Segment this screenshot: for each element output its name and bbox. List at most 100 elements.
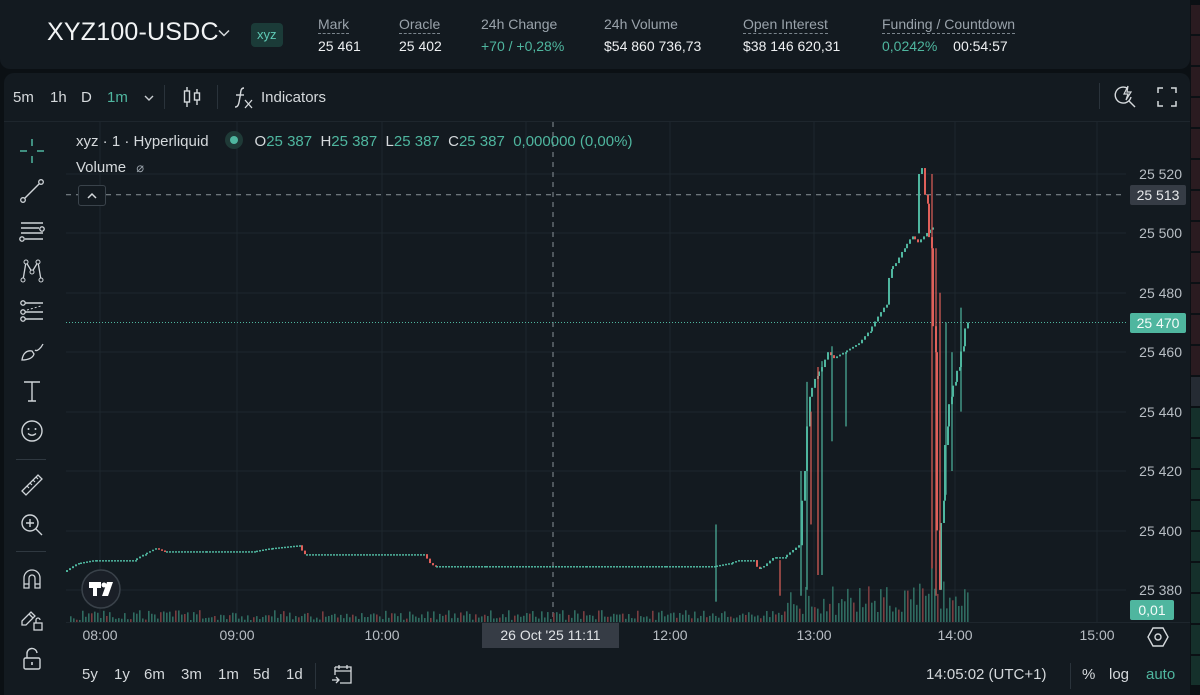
collapse-legend-button[interactable]: [78, 185, 106, 206]
funding-rate: 0,0242%: [882, 38, 938, 54]
chevron-down-icon[interactable]: [217, 26, 231, 40]
hidden-eye-icon[interactable]: ⌀: [136, 160, 145, 175]
emoji-tool[interactable]: [18, 417, 46, 445]
fullscreen-icon[interactable]: [1156, 86, 1178, 108]
y-tick: 25 440: [1139, 404, 1182, 420]
percent-scale-toggle[interactable]: %: [1082, 666, 1096, 683]
timeframe-1h[interactable]: 1h: [50, 89, 67, 106]
timeframe-d[interactable]: D: [81, 89, 92, 106]
function-fx-icon[interactable]: [232, 85, 254, 111]
range-1d[interactable]: 1d: [286, 666, 303, 683]
open-value: 25 387: [266, 133, 313, 150]
crosshair-time-tag: 26 Oct '25 11:11: [482, 623, 619, 648]
high-label: H: [320, 133, 332, 150]
timezone-clock[interactable]: 14:05:02 (UTC+1): [926, 666, 1047, 683]
chevron-up-icon: [87, 192, 97, 199]
low-label: L: [385, 133, 394, 150]
symbol-info: xyz · 1 · Hyperliquid: [76, 133, 209, 150]
trend-line-tool[interactable]: [18, 177, 46, 205]
crosshair-icon: [20, 139, 44, 163]
stat-value: $54 860 736,73: [604, 38, 702, 54]
y-tick: 25 420: [1139, 463, 1182, 479]
range-5y[interactable]: 5y: [82, 666, 98, 683]
smiley-icon: [21, 420, 43, 442]
stat-value: +70 / +0,28%: [481, 38, 565, 54]
horizontal-lines-tool[interactable]: [18, 217, 46, 245]
log-scale-toggle[interactable]: log: [1109, 666, 1130, 683]
quick-search-icon[interactable]: [1112, 84, 1138, 110]
go-to-date-icon[interactable]: [330, 663, 354, 687]
range-1m[interactable]: 1m: [218, 666, 239, 683]
range-5d[interactable]: 5d: [253, 666, 270, 683]
price-chart-canvas[interactable]: [66, 122, 1126, 622]
divider: [164, 85, 165, 109]
y-tick: 25 500: [1139, 225, 1182, 241]
time-axis[interactable]: 08:00 09:00 10:00 12:00 13:00 14:00 15:0…: [66, 623, 1126, 648]
timeframe-1m[interactable]: 1m: [107, 89, 128, 106]
magnet-icon: [23, 569, 41, 589]
close-label: C: [448, 133, 459, 150]
stat-label[interactable]: Mark: [318, 16, 350, 34]
stat-value: $38 146 620,31: [743, 38, 841, 54]
volume-value-tag: 0,01: [1130, 600, 1174, 620]
stat-value: 0,0242% 00:54:57: [882, 37, 1015, 55]
brush-icon: [21, 343, 44, 361]
pair-selector[interactable]: XYZ100-USDC: [47, 18, 219, 46]
range-1y[interactable]: 1y: [114, 666, 130, 683]
stat-oracle: Oracle 25 402: [399, 15, 442, 55]
stat-funding: Funding / Countdown 0,0242% 00:54:57: [882, 15, 1016, 55]
dex-badge: xyz: [251, 23, 283, 47]
divider: [4, 121, 1190, 122]
x-tick: 14:00: [937, 627, 973, 643]
divider: [16, 551, 46, 552]
volume-label: Volume: [76, 159, 127, 176]
stat-label[interactable]: Open Interest: [743, 16, 828, 34]
y-tick: 25 520: [1139, 166, 1182, 182]
y-tick: 25 380: [1139, 582, 1182, 598]
lock-all-tool[interactable]: [18, 645, 46, 673]
high-value: 25 387: [331, 133, 378, 150]
zoom-in-tool[interactable]: [18, 511, 46, 539]
horizontal-lines-icon: [19, 222, 45, 242]
price-axis[interactable]: 25 520 25 500 25 480 25 460 25 440 25 42…: [1126, 122, 1190, 622]
measure-tool[interactable]: [18, 471, 46, 499]
divider: [16, 459, 46, 460]
drawing-toolbar: [4, 131, 60, 691]
chart-panel: 5m 1h D 1m Indicators: [4, 73, 1190, 695]
brush-tool[interactable]: [18, 337, 46, 365]
magnet-tool[interactable]: [18, 565, 46, 593]
text-tool[interactable]: [18, 377, 46, 405]
fibonacci-icon: [20, 300, 43, 322]
candlestick-type-icon[interactable]: [182, 85, 202, 109]
pattern-icon: [20, 259, 44, 283]
stat-label[interactable]: Oracle: [399, 16, 441, 34]
stat-label[interactable]: Funding / Countdown: [882, 16, 1016, 34]
divider: [1099, 83, 1100, 109]
change-value: 0,000000 (0,00%): [513, 133, 633, 150]
indicators-button[interactable]: Indicators: [261, 89, 327, 106]
chart-settings-icon[interactable]: [1146, 625, 1170, 649]
divider: [1070, 663, 1071, 689]
open-label: O: [254, 133, 267, 150]
unlock-icon: [23, 647, 41, 670]
crosshair-tool[interactable]: [18, 137, 46, 165]
chart-topbar: 5m 1h D 1m Indicators: [4, 73, 1190, 121]
range-6m[interactable]: 6m: [144, 666, 165, 683]
timeframe-5m[interactable]: 5m: [13, 89, 34, 106]
last-price-tag: 25 470: [1130, 313, 1186, 333]
stat-value: 25 461: [318, 38, 361, 54]
market-header: XYZ100-USDC xyz Mark 25 461 Oracle 25 40…: [0, 0, 1190, 69]
stat-value: 25 402: [399, 38, 442, 54]
auto-scale-toggle[interactable]: auto: [1146, 666, 1176, 683]
lock-drawings-tool[interactable]: [18, 605, 46, 633]
pencil-lock-icon: [21, 611, 43, 631]
volume-indicator-legend[interactable]: Volume ⌀: [76, 159, 144, 176]
pattern-tool[interactable]: [18, 257, 46, 285]
range-3m[interactable]: 3m: [181, 666, 202, 683]
stat-label: 24h Change: [481, 16, 558, 32]
fib-tool[interactable]: [18, 297, 46, 325]
market-status-dot: [224, 131, 243, 149]
zoom-in-icon: [21, 514, 43, 536]
y-tick: 25 460: [1139, 344, 1182, 360]
chevron-down-icon[interactable]: [143, 93, 155, 103]
